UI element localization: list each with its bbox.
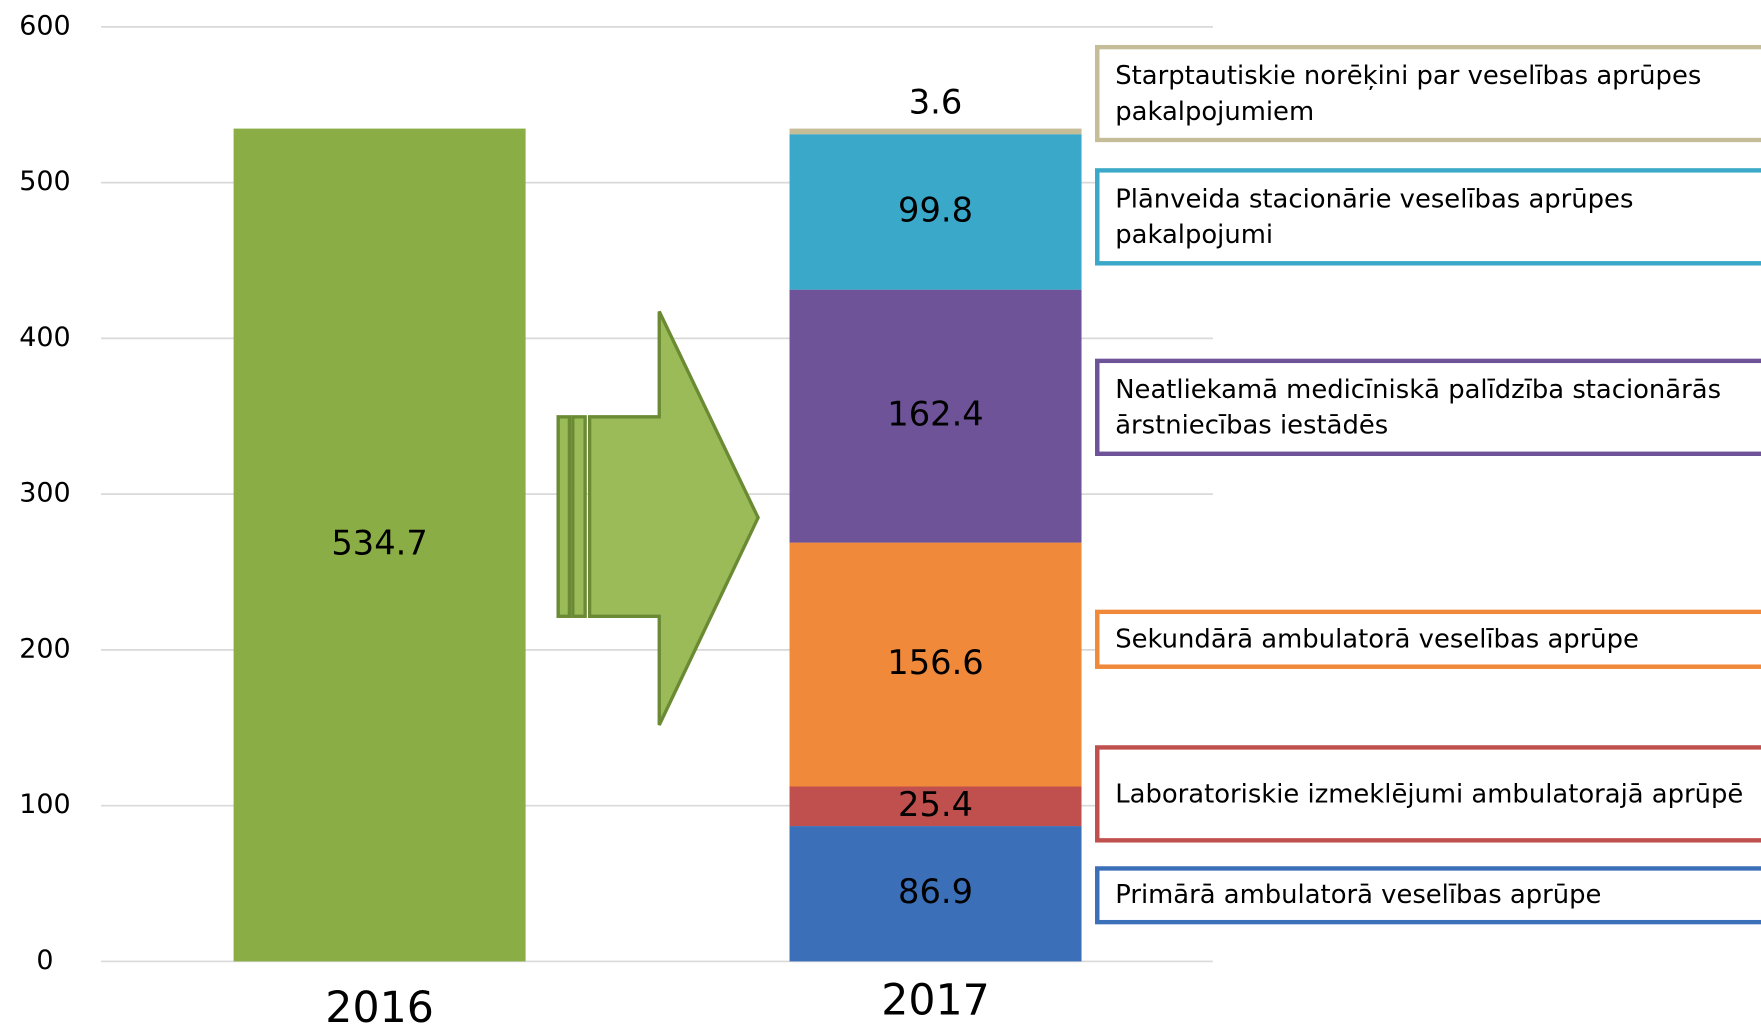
data-label: 156.6 xyxy=(887,643,983,682)
x-tick-label: 2016 xyxy=(325,983,434,1032)
data-label: 86.9 xyxy=(898,872,973,911)
legend-label: Sekundārā ambulatorā veselības aprūpe xyxy=(1095,609,1761,669)
bar-segment xyxy=(789,289,1082,543)
arrow-body xyxy=(587,310,760,726)
data-label: 3.6 xyxy=(909,82,963,121)
arrow-stripe xyxy=(571,415,587,618)
bar-segment xyxy=(789,786,1082,827)
y-tick-label: 100 xyxy=(19,789,70,820)
y-tick-label: 300 xyxy=(19,478,70,509)
legend-item: Sekundārā ambulatorā veselības aprūpe xyxy=(1095,609,1761,669)
legend-label: Laboratoriskie izmeklējumi ambulatorajā … xyxy=(1095,745,1761,843)
legend-item: Plānveida stacionārie veselības aprūpes … xyxy=(1095,168,1761,266)
y-tick-label: 200 xyxy=(19,633,70,664)
legend-label: Plānveida stacionārie veselības aprūpes … xyxy=(1095,168,1761,266)
bar-segment xyxy=(789,128,1082,135)
data-label: 534.7 xyxy=(331,524,427,563)
bar-segment xyxy=(789,542,1082,787)
arrow xyxy=(556,310,760,726)
legend-item: Starptautiskie norēķini par veselības ap… xyxy=(1095,44,1761,143)
legend-item: Laboratoriskie izmeklējumi ambulatorajā … xyxy=(1095,745,1761,843)
arrow-stripe xyxy=(556,415,572,618)
data-label: 99.8 xyxy=(898,190,973,229)
y-tick-label: 0 xyxy=(36,945,53,976)
data-label: 25.4 xyxy=(898,785,973,824)
legend-label: Starptautiskie norēķini par veselības ap… xyxy=(1095,44,1761,143)
y-tick-label: 400 xyxy=(19,322,70,353)
bar-segment xyxy=(233,128,526,962)
y-tick-label: 500 xyxy=(19,166,70,197)
x-tick-label: 2017 xyxy=(881,975,990,1025)
legend-item: Primārā ambulatorā veselības aprūpe xyxy=(1095,866,1761,925)
bar-segment xyxy=(789,134,1082,290)
bar-segment xyxy=(789,826,1082,962)
legend-label: Primārā ambulatorā veselības aprūpe xyxy=(1095,866,1761,925)
y-tick-label: 600 xyxy=(19,10,70,41)
legend-item: Neatliekamā medicīniskā palīdzība stacio… xyxy=(1095,358,1761,457)
legend-label: Neatliekamā medicīniskā palīdzība stacio… xyxy=(1095,358,1761,457)
data-label: 162.4 xyxy=(887,395,983,434)
